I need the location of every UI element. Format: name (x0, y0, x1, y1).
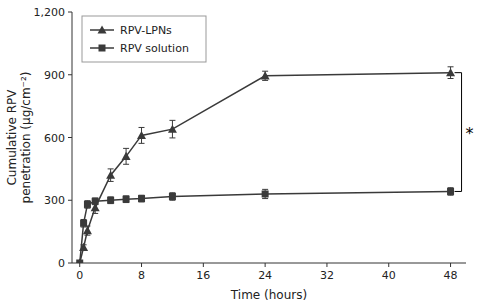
x-tick-label: 16 (196, 269, 210, 282)
x-tick-label: 0 (76, 269, 83, 282)
legend: RPV-LPNs RPV solution (82, 16, 206, 62)
marker (261, 71, 270, 79)
chart: 0 8 16 24 32 40 48 0 300 600 900 1,200 Time (hours) C… (0, 0, 500, 307)
y-axis-label: Cumulative RPVpenetration (μg/cm⁻²) (5, 72, 33, 204)
x-tick-label: 40 (382, 269, 396, 282)
y-tick (68, 12, 72, 13)
line (80, 73, 451, 263)
legend-label: RPV-LPNs (120, 24, 172, 37)
legend-marker (99, 45, 106, 52)
marker (80, 220, 87, 227)
y-tick-label: 0 (58, 257, 65, 270)
x-axis-line (72, 263, 466, 264)
marker (169, 193, 176, 200)
x-tick-label: 32 (320, 269, 334, 282)
marker (123, 196, 130, 203)
marker (76, 260, 83, 264)
error-bar (448, 188, 454, 196)
significance-bracket: * (455, 73, 474, 192)
bracket-tick (455, 191, 462, 192)
x-tick (79, 263, 80, 267)
y-tick-label: 600 (44, 132, 65, 145)
error-bar (139, 195, 145, 202)
series (75, 67, 455, 263)
x-tick (450, 263, 451, 267)
marker (262, 190, 269, 197)
significance-label: * (466, 124, 474, 143)
error-bar (169, 193, 175, 201)
error-bar (81, 219, 87, 227)
x-tick (326, 263, 327, 267)
x-tick (203, 263, 204, 267)
marker (137, 131, 146, 139)
marker (447, 188, 454, 195)
marker (107, 197, 114, 204)
y-tick (68, 74, 72, 75)
error-bar (262, 189, 268, 198)
marker (446, 68, 455, 76)
legend-label: RPV solution (120, 42, 189, 55)
x-tick-label: 48 (444, 269, 458, 282)
marker (138, 195, 145, 202)
error-bar (92, 198, 98, 205)
marker (122, 152, 131, 160)
y-tick (68, 137, 72, 138)
marker (168, 125, 177, 133)
error-bar (84, 201, 90, 209)
bracket-line (461, 73, 462, 192)
marker (92, 198, 99, 205)
y-tick-label: 900 (44, 69, 65, 82)
marker (84, 201, 91, 208)
x-tick (388, 263, 389, 267)
x-axis-label: Time (hours) (230, 288, 307, 302)
x-tick-label: 8 (138, 269, 145, 282)
y-tick (68, 263, 72, 264)
bracket-tick (455, 72, 462, 73)
legend-marker (98, 26, 107, 34)
y-tick (68, 200, 72, 201)
x-tick (265, 263, 266, 267)
error-bar (123, 196, 129, 203)
x-tick-label: 24 (258, 269, 272, 282)
plot-area (75, 67, 455, 263)
legend-frame (82, 16, 206, 62)
y-tick-label: 1,200 (34, 6, 66, 19)
y-tick-label: 300 (44, 194, 65, 207)
line (80, 191, 451, 263)
marker (106, 171, 115, 179)
series (76, 188, 454, 263)
error-bar (108, 197, 114, 204)
x-tick (141, 263, 142, 267)
